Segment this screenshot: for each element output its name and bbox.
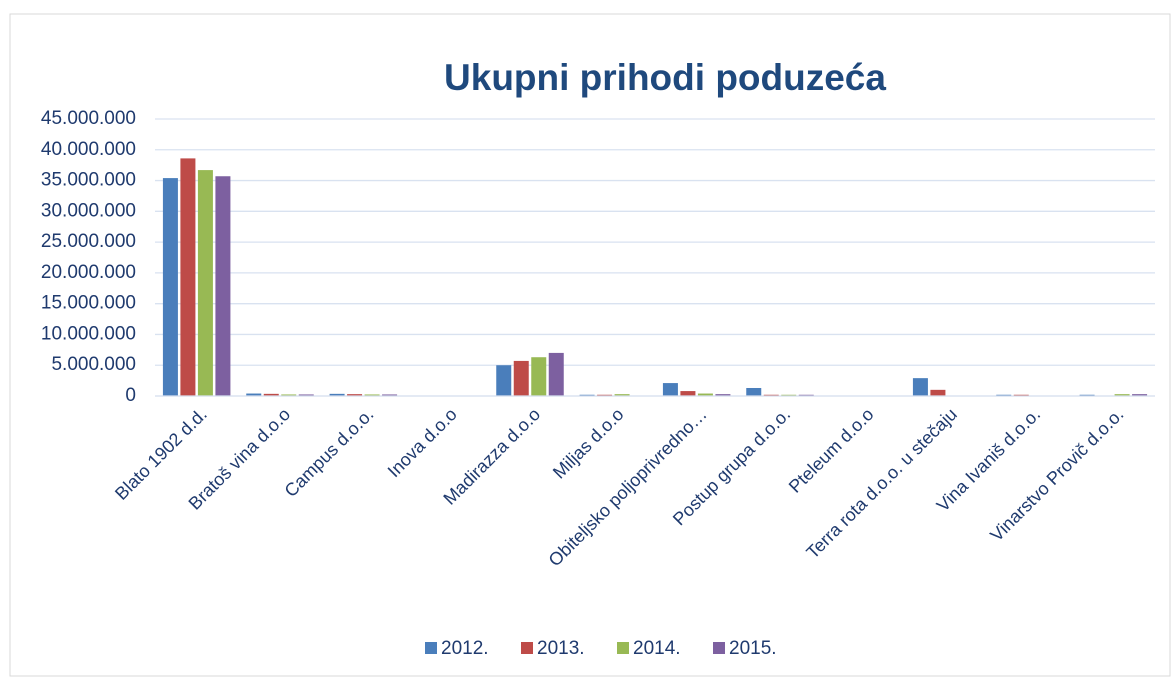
legend-label: 2012.: [441, 638, 489, 659]
bar: [281, 394, 297, 396]
bar: [496, 365, 512, 396]
bar: [347, 394, 363, 396]
bar: [930, 389, 946, 396]
y-tick-label: 0: [125, 385, 136, 406]
bar: [614, 394, 630, 396]
bar: [329, 393, 345, 396]
y-tick-label: 30.000.000: [41, 200, 136, 221]
bar: [215, 176, 231, 396]
legend-swatch: [713, 642, 725, 654]
legend-label: 2013.: [537, 638, 585, 659]
bar: [246, 393, 262, 396]
y-tick-label: 15.000.000: [41, 293, 136, 314]
bar: [197, 170, 213, 396]
y-tick-label: 10.000.000: [41, 323, 136, 344]
y-tick-label: 20.000.000: [41, 262, 136, 283]
bar: [1132, 394, 1148, 396]
bar: [680, 391, 696, 396]
bar: [548, 352, 564, 396]
bar: [382, 394, 398, 396]
bar: [715, 394, 731, 396]
bar: [263, 393, 279, 396]
bar: [162, 178, 178, 396]
y-tick-label: 35.000.000: [41, 170, 136, 191]
legend-label: 2014.: [633, 638, 681, 659]
y-tick-label: 40.000.000: [41, 139, 136, 160]
bar: [746, 387, 762, 396]
y-tick-label: 25.000.000: [41, 231, 136, 252]
legend-swatch: [521, 642, 533, 654]
bar: [912, 378, 928, 396]
legend-swatch: [425, 642, 437, 654]
bar: [364, 394, 380, 396]
chart-title: Ukupni prihodi poduzeća: [444, 57, 886, 98]
bar: [513, 360, 529, 396]
legend-label: 2015.: [729, 638, 777, 659]
bar: [1114, 394, 1130, 396]
bar: [298, 394, 314, 396]
y-tick-label: 5.000.000: [51, 354, 136, 375]
bar: [531, 357, 547, 396]
y-tick-label: 45.000.000: [41, 108, 136, 129]
bar: [180, 158, 196, 396]
bar: [662, 383, 678, 396]
legend-swatch: [617, 642, 629, 654]
bar: [697, 393, 713, 396]
